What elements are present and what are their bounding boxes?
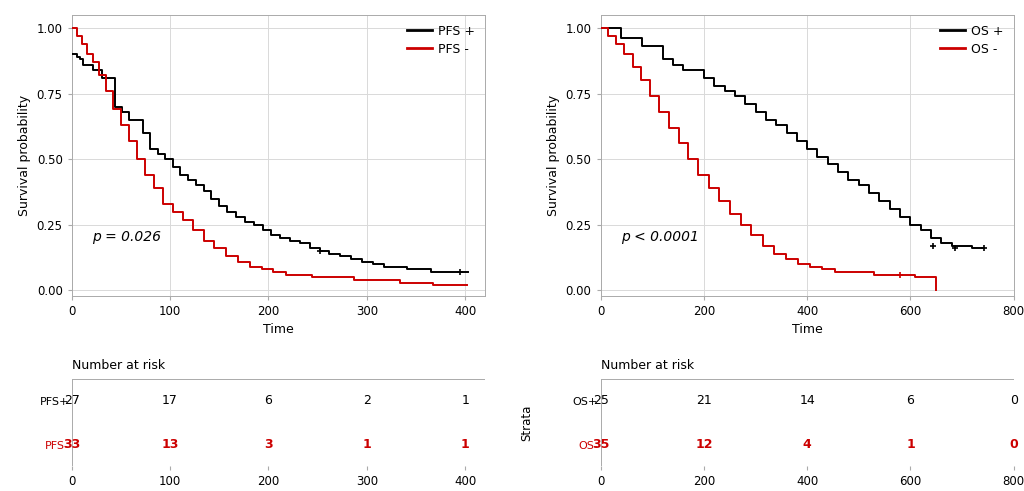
Y-axis label: Strata: Strata — [520, 405, 534, 441]
Text: p < 0.0001: p < 0.0001 — [622, 230, 699, 244]
Text: 12: 12 — [695, 438, 713, 451]
Text: 1: 1 — [461, 438, 470, 451]
Text: 35: 35 — [592, 438, 609, 451]
Text: 6: 6 — [906, 394, 914, 407]
Text: 13: 13 — [162, 438, 179, 451]
Text: 21: 21 — [696, 394, 712, 407]
Text: 4: 4 — [803, 438, 812, 451]
Text: 25: 25 — [593, 394, 608, 407]
Text: Number at risk: Number at risk — [72, 358, 165, 372]
Legend: OS +, OS -: OS +, OS - — [936, 21, 1008, 59]
Text: 6: 6 — [264, 394, 272, 407]
Y-axis label: Survival probability: Survival probability — [547, 95, 560, 216]
Text: 0: 0 — [1010, 438, 1018, 451]
Legend: PFS +, PFS -: PFS +, PFS - — [402, 21, 478, 59]
Text: 0: 0 — [1010, 394, 1018, 407]
Text: 17: 17 — [162, 394, 178, 407]
Text: 1: 1 — [362, 438, 371, 451]
Text: Number at risk: Number at risk — [600, 358, 693, 372]
Text: 2: 2 — [362, 394, 371, 407]
X-axis label: Time: Time — [792, 323, 822, 336]
Text: 33: 33 — [63, 438, 80, 451]
Text: 14: 14 — [800, 394, 815, 407]
Text: 27: 27 — [63, 394, 80, 407]
X-axis label: Time: Time — [263, 323, 294, 336]
Text: 1: 1 — [906, 438, 914, 451]
Text: 1: 1 — [461, 394, 469, 407]
Text: p = 0.026: p = 0.026 — [92, 230, 162, 244]
Text: 3: 3 — [264, 438, 272, 451]
Y-axis label: Survival probability: Survival probability — [18, 95, 31, 216]
